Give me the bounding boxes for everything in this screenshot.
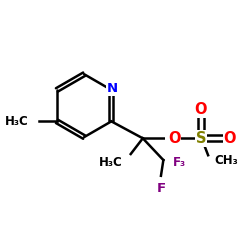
Text: F: F (166, 138, 175, 150)
Text: O: O (168, 131, 180, 146)
Text: O: O (224, 131, 236, 146)
Text: H₃C: H₃C (5, 115, 29, 128)
Text: H₃C: H₃C (98, 156, 122, 169)
Text: F: F (156, 182, 166, 195)
Text: S: S (196, 131, 206, 146)
Text: F₃: F₃ (173, 156, 186, 169)
Text: N: N (107, 82, 118, 95)
Text: O: O (194, 102, 207, 117)
Text: CH₃: CH₃ (214, 154, 238, 166)
